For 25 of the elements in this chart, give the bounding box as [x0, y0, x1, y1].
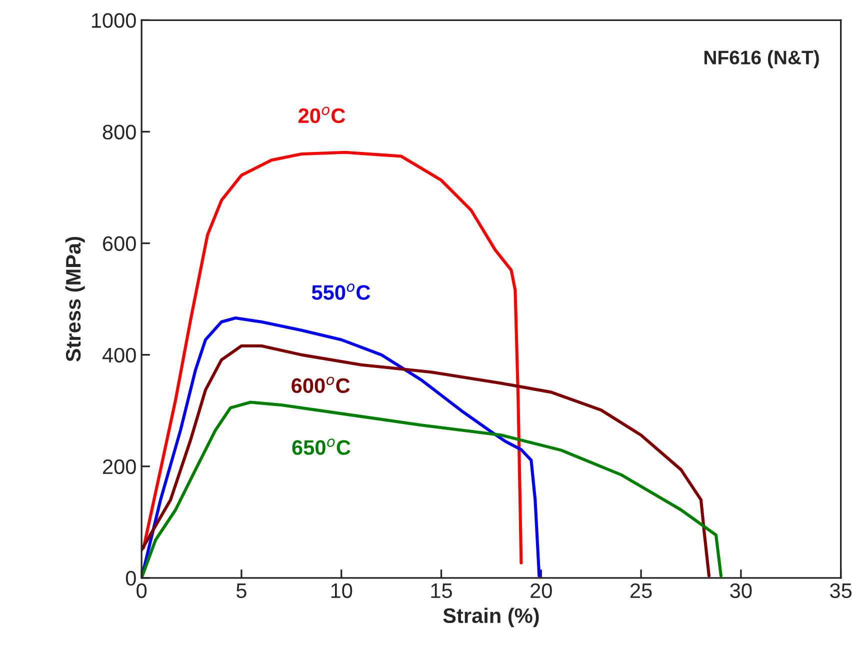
line-series [142, 316, 541, 578]
x-tick-label: 30 [730, 583, 752, 598]
y-tick-label: 200 [103, 459, 136, 474]
x-tick-label: 0 [136, 583, 147, 598]
y-tick-label: 600 [103, 236, 136, 252]
line-series [142, 344, 711, 578]
x-axis-title: Strain (%) [443, 608, 539, 628]
x-tick-label: 25 [630, 583, 652, 598]
x-tick-label: 35 [830, 583, 852, 598]
annotation: NF616 (N&T) [704, 50, 819, 68]
y-axis-title: Stress (MPa) [65, 236, 85, 362]
series-label: 650$^{o}$C [292, 438, 350, 455]
series-label: 20$^{o}$C [298, 106, 346, 124]
x-tick-label: 15 [431, 584, 452, 598]
line-series [142, 400, 722, 578]
x-tick-label: 5 [236, 584, 246, 598]
y-tick-label: 400 [102, 348, 136, 363]
y-tick-label: 800 [102, 124, 136, 140]
y-tick-label: 1000 [92, 13, 136, 28]
series-label: 600$^{o}$C [292, 376, 350, 394]
y-tick-label: 0 [126, 570, 136, 586]
series-label: 550$^{o}$C [312, 284, 370, 300]
x-tick-label: 20 [530, 583, 552, 598]
line-series [142, 150, 523, 564]
x-tick-label: 10 [331, 583, 352, 598]
